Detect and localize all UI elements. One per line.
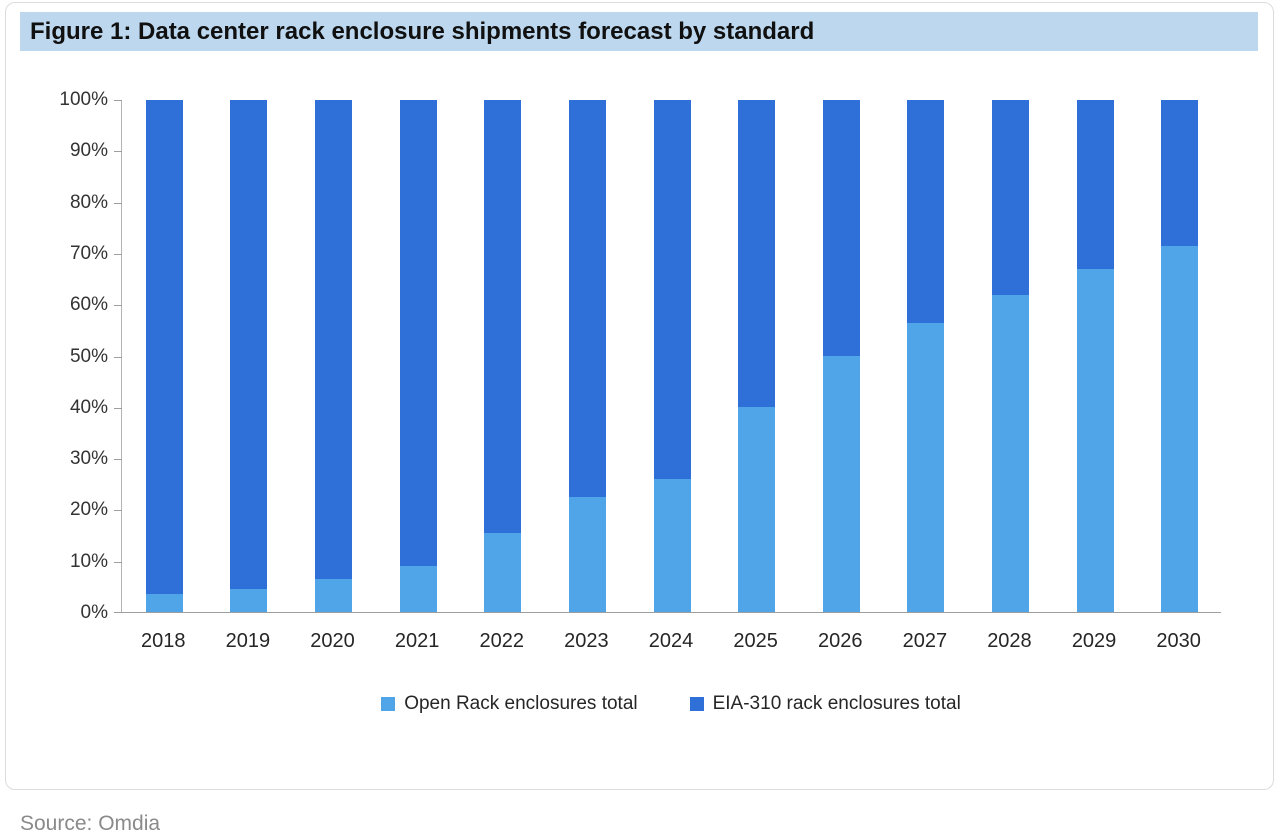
legend-label: EIA-310 rack enclosures total [712,693,961,714]
bar-segment [568,496,606,612]
bar-segment [145,100,183,595]
y-tick-mark [114,612,122,613]
x-axis-label: 2028 [987,630,1032,652]
legend: Open Rack enclosures total EIA-310 rack e… [121,691,1221,717]
bar-segment [907,322,945,612]
y-tick-label: 80% [69,191,108,213]
figure-title: Figure 1: Data center rack enclosure shi… [20,12,1258,51]
y-tick-label: 90% [69,140,108,162]
bar-2029 [1076,100,1114,612]
bar-2022 [484,100,522,612]
bar-2020 [315,100,353,612]
bar-segment [145,594,183,612]
y-tick-mark [114,561,122,563]
y-tick-mark [114,407,122,409]
x-axis-label: 2027 [902,630,948,652]
legend-item: Open Rack enclosures total [381,693,638,715]
y-tick-label: 0% [80,602,108,623]
bar-segment [653,100,691,479]
bar-segment [399,565,437,612]
x-axis-label: 2022 [479,630,525,652]
figure-panel: Figure 1: Data center rack enclosure shi… [5,2,1274,790]
y-tick-label: 100% [59,89,108,110]
y-tick-label: 10% [69,550,108,572]
bar-segment [484,532,522,612]
x-axis-label: 2024 [648,630,694,652]
x-axis-label: 2020 [310,630,355,652]
bar-2028 [991,100,1029,612]
bar-segment [822,100,860,356]
bar-2027 [907,100,945,612]
bar-segment [1161,100,1199,246]
y-tick-mark [114,356,122,358]
legend-swatch [689,697,704,711]
y-axis: 0% 10% 20% 30% 40% 50% 60% 70% 80% 90% 100% [6,89,108,623]
y-tick-mark [114,100,122,101]
x-axis-label: 2019 [225,630,271,652]
bar-2019 [230,100,268,612]
y-tick-mark [114,459,122,461]
y-tick-label: 50% [69,345,108,367]
bar-segment [230,100,268,589]
bar-segment [738,100,776,408]
y-tick-mark [114,253,122,255]
x-axis-labels: 2018 2019 2020 2021 2022 2023 2024 2025 2026 2027… [121,630,1221,658]
bar-segment [230,588,268,612]
bar-segment [991,100,1029,295]
bar-segment [568,100,606,497]
y-tick-mark [114,305,122,307]
bar-2018 [145,100,183,612]
bar-segment [315,578,353,612]
y-tick-label: 40% [69,396,108,418]
bar-segment [822,356,860,612]
bar-segment [315,100,353,579]
legend-item: EIA-310 rack enclosures total [689,693,961,715]
y-tick-label: 60% [69,294,108,316]
y-tick-label: 70% [69,242,108,264]
bar-2023 [568,100,606,612]
bar-2024 [653,100,691,612]
x-axis-label: 2021 [394,630,440,652]
bar-2026 [822,100,860,612]
bar-segment [907,100,945,323]
x-axis-label: 2018 [141,630,186,652]
plot-area [114,100,1221,613]
y-tick-label: 20% [69,499,108,521]
bar-2030 [1161,100,1199,612]
bar-segment [991,294,1029,612]
bar-2021 [399,100,437,612]
bar-segment [1076,100,1114,269]
x-axis-label: 2025 [733,630,778,652]
bar-segment [653,478,691,612]
y-tick-mark [114,202,122,204]
y-tick-label: 30% [69,448,108,470]
bar-segment [1076,268,1114,612]
legend-label: Open Rack enclosures total [404,693,638,714]
x-axis-label: 2023 [564,630,609,652]
x-axis-label: 2029 [1071,630,1117,652]
y-tick-mark [114,510,122,512]
y-tick-mark [114,151,122,153]
x-axis-label: 2030 [1156,630,1201,652]
bar-segment [738,407,776,612]
bar-segment [484,100,522,533]
bar-2025 [738,100,776,612]
bar-segment [399,100,437,566]
bar-segment [1161,245,1199,612]
legend-swatch [381,697,396,711]
x-axis-label: 2026 [817,630,863,652]
source-text: Source: Omdia [20,812,161,835]
